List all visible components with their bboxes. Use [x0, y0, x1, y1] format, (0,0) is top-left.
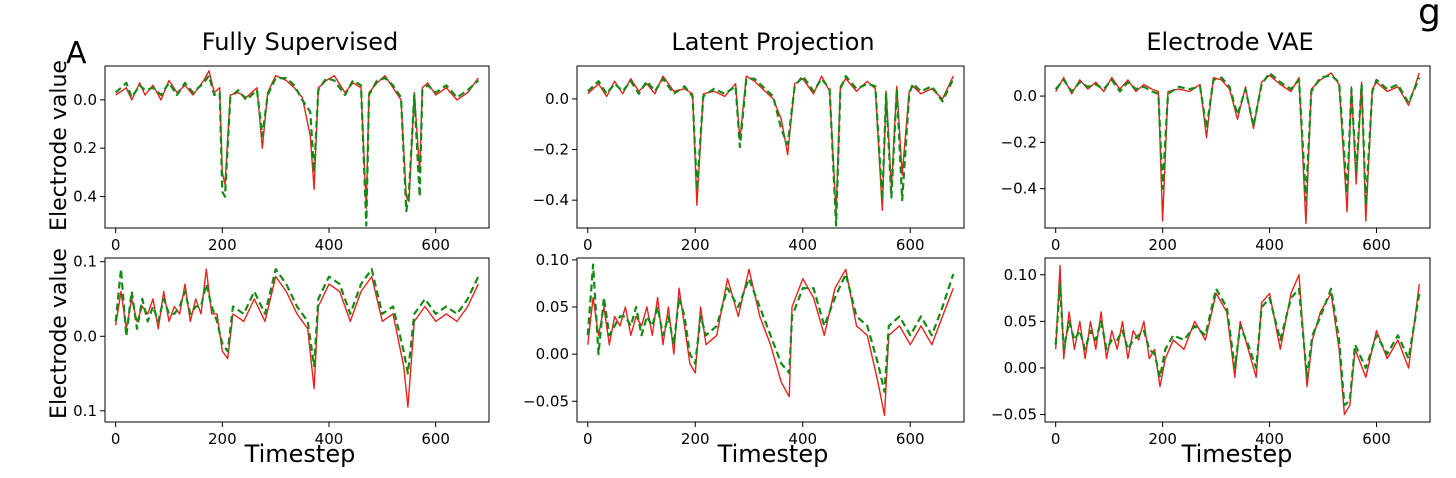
y-tick-label: −0.4 [1001, 180, 1037, 198]
y-tick-label: 0.1 [73, 402, 97, 420]
y-tick-label: 0.00 [1004, 359, 1037, 377]
subplot-0-1: 0 200 400 600 0.0 −0.2 −0.4 [533, 65, 965, 254]
y-tick-label: −0.2 [1001, 133, 1037, 151]
x-tick-label: 400 [788, 430, 817, 448]
x-tick-label: 600 [421, 236, 450, 254]
y-tick-label: 0.1 [73, 253, 97, 271]
y-tick-label: −0.05 [991, 406, 1037, 424]
axes-frame [104, 257, 490, 423]
x-tick-label: 0 [1051, 236, 1061, 254]
y-tick-label: −0.4 [533, 191, 569, 209]
y-tick-label: 0.05 [536, 298, 569, 316]
series-line-1 [115, 268, 479, 408]
series-line-2 [114, 74, 480, 227]
x-tick-label: 0 [583, 236, 593, 254]
column-title-electrode-vae: Electrode VAE [1146, 28, 1314, 56]
y-tick-label: 0.10 [536, 251, 569, 269]
x-axis-label-col1: Timestep [244, 440, 356, 468]
x-tick-label: 600 [1362, 236, 1391, 254]
x-tick-label: 200 [1148, 430, 1177, 448]
corner-letter-fragment: g [1418, 0, 1441, 33]
y-tick-label: 0.0 [545, 90, 569, 108]
x-tick-label: 0 [111, 430, 121, 448]
series-line-1 [587, 268, 954, 417]
x-tick-label: 600 [421, 430, 450, 448]
axes-frame [1044, 65, 1431, 229]
x-tick-label: 200 [208, 236, 237, 254]
series-line-2 [1054, 283, 1421, 407]
axes-frame [576, 257, 965, 423]
series-line-2 [586, 263, 955, 393]
x-tick-label: 200 [681, 236, 710, 254]
subplot-1-2: 0 200 400 600 0.10 0.05 0.00 −0.05 [991, 257, 1431, 448]
x-axis-label-col2: Timestep [717, 440, 829, 468]
x-tick-label: 400 [1255, 236, 1284, 254]
x-tick-label: 200 [1148, 236, 1177, 254]
x-tick-label: 0 [583, 430, 593, 448]
axes-frame [576, 65, 965, 229]
x-tick-label: 600 [1362, 430, 1391, 448]
x-tick-label: 600 [896, 430, 925, 448]
x-tick-label: 600 [896, 236, 925, 254]
axes-frame [104, 65, 490, 229]
series-line-2 [587, 74, 955, 227]
x-tick-label: 400 [788, 236, 817, 254]
y-tick-label: 0.2 [73, 139, 97, 157]
subplot-0-2: 0 200 400 600 0.0 −0.2 −0.4 [1001, 65, 1431, 254]
y-tick-label: −0.2 [533, 141, 569, 159]
column-title-latent-projection: Latent Projection [671, 28, 875, 56]
y-tick-label: −0.05 [523, 392, 569, 410]
y-tick-label: 0.0 [73, 91, 97, 109]
series-line-2 [114, 268, 480, 375]
subplot-1-1: 0 200 400 600 0.10 0.05 0.00 −0.05 [523, 251, 965, 448]
x-tick-label: 200 [208, 430, 237, 448]
y-tick-label: 0.0 [1013, 87, 1037, 105]
x-tick-label: 400 [1255, 430, 1284, 448]
y-tick-label: 0.4 [73, 188, 97, 206]
subplot-1-0: 0 200 400 600 0.1 0.0 0.1 [73, 253, 490, 448]
x-tick-label: 0 [111, 236, 121, 254]
subplot-0-0: 0 200 400 600 0.0 0.2 0.4 [73, 65, 490, 254]
x-tick-label: 400 [315, 430, 344, 448]
x-tick-label: 0 [1051, 430, 1061, 448]
axes-frame [1044, 257, 1431, 423]
y-tick-label: 0.10 [1004, 266, 1037, 284]
y-tick-label: 0.05 [1004, 312, 1037, 330]
x-axis-label-col3: Timestep [1181, 440, 1293, 468]
column-title-fully-supervised: Fully Supervised [201, 28, 399, 56]
x-tick-label: 400 [315, 236, 344, 254]
y-tick-label: 0.0 [73, 327, 97, 345]
x-tick-label: 200 [681, 430, 710, 448]
y-tick-label: 0.00 [536, 345, 569, 363]
panel-letter: A [66, 36, 87, 71]
series-line-2 [1054, 71, 1421, 206]
